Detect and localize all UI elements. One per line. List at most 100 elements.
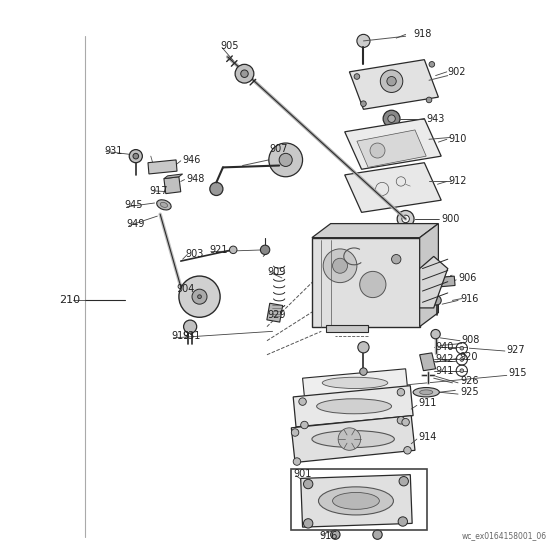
Circle shape (184, 320, 197, 333)
Text: 914: 914 (419, 432, 437, 442)
Bar (433, 276, 455, 287)
Text: 901: 901 (293, 469, 311, 479)
Circle shape (293, 458, 301, 465)
Text: 903: 903 (185, 249, 204, 259)
Text: 902: 902 (448, 67, 466, 77)
Circle shape (373, 530, 382, 539)
Polygon shape (302, 369, 408, 397)
Circle shape (291, 429, 299, 436)
Text: 931: 931 (104, 147, 122, 156)
Circle shape (397, 417, 405, 424)
Circle shape (460, 346, 464, 350)
Circle shape (397, 211, 414, 227)
Circle shape (192, 289, 207, 304)
Polygon shape (419, 353, 436, 371)
Circle shape (460, 358, 464, 361)
Ellipse shape (160, 202, 167, 207)
Circle shape (431, 329, 440, 339)
Text: 926: 926 (460, 376, 478, 386)
Circle shape (338, 428, 361, 450)
Circle shape (387, 77, 396, 86)
Text: 921: 921 (209, 245, 227, 255)
Text: 916: 916 (460, 293, 478, 304)
Text: 920: 920 (459, 352, 478, 362)
Text: 906: 906 (458, 273, 477, 283)
Bar (267, 303, 283, 322)
Text: 927: 927 (507, 345, 525, 355)
Text: 917: 917 (150, 186, 169, 196)
Text: 909: 909 (267, 267, 286, 277)
Circle shape (370, 143, 385, 158)
Ellipse shape (157, 200, 171, 210)
Circle shape (358, 342, 369, 353)
Ellipse shape (316, 399, 391, 414)
Circle shape (361, 101, 366, 106)
Text: 915: 915 (508, 368, 527, 379)
Text: 900: 900 (441, 214, 460, 224)
Circle shape (301, 421, 308, 429)
Circle shape (354, 74, 360, 80)
Circle shape (383, 110, 400, 127)
Text: 919: 919 (171, 331, 190, 341)
Ellipse shape (322, 377, 388, 389)
Circle shape (333, 258, 348, 273)
Polygon shape (164, 174, 183, 179)
Text: 925: 925 (460, 387, 479, 397)
Circle shape (398, 517, 408, 526)
Polygon shape (357, 130, 426, 167)
Circle shape (210, 183, 223, 195)
Circle shape (360, 368, 367, 375)
Circle shape (198, 295, 202, 298)
Text: 918: 918 (413, 29, 432, 39)
Ellipse shape (413, 388, 440, 397)
Circle shape (391, 254, 401, 264)
Text: 910: 910 (449, 134, 467, 144)
Circle shape (230, 246, 237, 254)
Ellipse shape (419, 390, 433, 395)
Circle shape (399, 477, 408, 486)
Polygon shape (312, 223, 438, 237)
Circle shape (323, 249, 357, 283)
Bar (326, 325, 368, 332)
Polygon shape (301, 475, 412, 527)
Text: 905: 905 (220, 41, 239, 50)
Text: 929: 929 (267, 310, 286, 320)
Circle shape (133, 153, 139, 159)
Circle shape (330, 530, 340, 539)
Circle shape (357, 34, 370, 48)
Circle shape (304, 479, 313, 489)
Circle shape (397, 389, 405, 396)
Bar (312, 237, 419, 326)
Bar (291, 469, 427, 530)
Circle shape (460, 369, 464, 372)
Polygon shape (293, 386, 413, 427)
Circle shape (129, 150, 142, 163)
Text: 949: 949 (127, 218, 145, 228)
Circle shape (426, 97, 432, 102)
Circle shape (404, 446, 411, 454)
Text: 911: 911 (419, 399, 437, 408)
Text: 931: 931 (183, 331, 201, 341)
Text: 943: 943 (426, 114, 445, 124)
Polygon shape (419, 256, 448, 308)
Text: 948: 948 (186, 174, 205, 184)
Polygon shape (345, 119, 441, 169)
Circle shape (179, 276, 220, 318)
Circle shape (299, 398, 306, 405)
Circle shape (402, 418, 409, 426)
Circle shape (235, 64, 254, 83)
Text: 904: 904 (176, 284, 194, 294)
Ellipse shape (312, 431, 394, 447)
Polygon shape (148, 160, 177, 174)
Polygon shape (349, 60, 438, 109)
Text: 912: 912 (449, 176, 467, 186)
Circle shape (380, 70, 403, 92)
Circle shape (260, 245, 270, 254)
Circle shape (304, 519, 313, 528)
Text: 945: 945 (124, 200, 143, 210)
Text: 940: 940 (436, 342, 454, 352)
Text: 210: 210 (59, 296, 80, 305)
Text: wc_ex0164158001_06: wc_ex0164158001_06 (462, 531, 547, 540)
Text: 907: 907 (270, 144, 288, 153)
Polygon shape (419, 223, 438, 326)
